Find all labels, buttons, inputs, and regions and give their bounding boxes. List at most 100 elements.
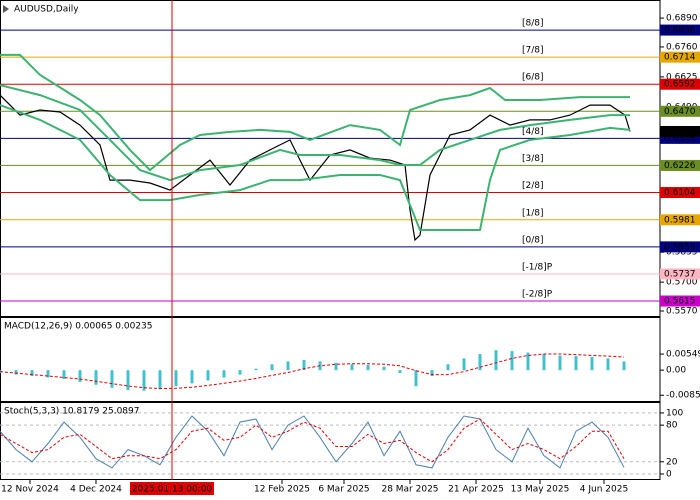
- crosshair-label: 2025.01.13 00:00: [132, 485, 213, 495]
- x-tick-label: 12 Feb 2025: [254, 485, 310, 495]
- macd-bar: [526, 352, 530, 371]
- level-name: [1/8]: [522, 208, 544, 218]
- level-price-box: [660, 159, 700, 171]
- macd-bar: [78, 370, 82, 382]
- panel-title: Stoch(5,3,3) 10.8179 25.0897: [4, 407, 139, 417]
- macd-bar: [350, 364, 354, 371]
- panel-frame: [0, 317, 661, 402]
- level-price: 0.5859: [664, 242, 696, 252]
- macd-bar: [446, 364, 450, 371]
- y-tick-label: 0.6625: [666, 72, 698, 82]
- macd-bar: [46, 370, 50, 378]
- level-name: [4/8]: [522, 127, 544, 137]
- level-name: [7/8]: [522, 46, 544, 56]
- x-tick-label: 28 Mar 2025: [381, 485, 438, 495]
- series-line: [0, 415, 625, 469]
- macd-bar: [382, 366, 386, 371]
- level-price-box: [660, 268, 700, 280]
- series-line: [0, 353, 625, 390]
- last-price: 0.6379: [664, 127, 696, 137]
- macd-bar: [398, 370, 402, 374]
- level-price: 0.5737: [664, 269, 696, 279]
- macd-bar: [254, 368, 258, 371]
- macd-bar: [622, 361, 626, 371]
- level-price: 0.6104: [664, 188, 696, 198]
- series-line: [0, 104, 631, 231]
- macd-bar: [190, 370, 194, 384]
- level-price: 0.6714: [664, 53, 696, 63]
- macd-bar: [286, 361, 290, 371]
- macd-bar: [206, 370, 210, 381]
- level-name: [-2/8]P: [522, 290, 553, 300]
- macd-bar: [174, 370, 178, 387]
- y-tick-label: 80: [666, 421, 678, 431]
- series-line: [0, 84, 630, 182]
- series-line: [0, 53, 630, 172]
- macd-bar: [30, 370, 34, 377]
- y-tick-label: 0.6760: [666, 42, 698, 52]
- macd-bar: [414, 370, 418, 387]
- y-tick-label: 0: [666, 469, 672, 479]
- macd-bar: [494, 350, 498, 371]
- macd-bar: [590, 356, 594, 371]
- crosshair-label-box: [130, 482, 214, 495]
- y-tick-label: 0.5700: [666, 278, 698, 288]
- macd-bar: [606, 358, 610, 371]
- level-price-box: [660, 24, 700, 36]
- level-price: 0.6348: [664, 134, 696, 144]
- level-price-box: [660, 187, 700, 199]
- series-line: [0, 94, 631, 242]
- macd-bar: [574, 356, 578, 371]
- panel-title: AUDUSD,Daily: [14, 5, 79, 15]
- macd-bar: [366, 364, 370, 371]
- title-icon: [3, 5, 9, 13]
- last-price-box: [660, 125, 700, 137]
- panel-frame: [0, 0, 661, 317]
- y-tick-label: 0.00: [666, 366, 686, 376]
- macd-bar: [238, 370, 242, 375]
- macd-bar: [302, 359, 306, 371]
- macd-bar: [62, 370, 66, 379]
- level-price: 0.5981: [664, 215, 696, 225]
- level-price: 0.5615: [664, 297, 696, 307]
- x-tick-label: 13 May 2025: [511, 485, 570, 495]
- y-tick-label: 0.5570: [666, 307, 698, 317]
- y-tick-label: -0.00856: [666, 391, 700, 401]
- panel-frame: [0, 402, 661, 480]
- level-price-box: [660, 132, 700, 144]
- x-tick-label: 4 Jun 2025: [580, 485, 628, 495]
- level-price-box: [660, 105, 700, 117]
- macd-bar: [94, 370, 98, 385]
- level-price-box: [660, 214, 700, 226]
- x-tick-label: 4 Dec 2024: [70, 485, 122, 495]
- x-tick-label: 21 Apr 2025: [448, 485, 504, 495]
- macd-bar: [142, 370, 146, 391]
- level-name: [6/8]: [522, 73, 544, 83]
- level-price-box: [660, 295, 700, 307]
- macd-bar: [110, 370, 114, 388]
- y-tick-label: 100: [666, 408, 683, 418]
- macd-bar: [430, 370, 434, 377]
- x-tick-label: 12 Nov 2024: [1, 485, 59, 495]
- level-name: [0/8]: [522, 235, 544, 245]
- macd-bar: [222, 370, 226, 378]
- y-tick-label: 0.6890: [666, 14, 698, 24]
- level-price-box: [660, 241, 700, 253]
- level-name: [-1/8]P: [522, 262, 553, 272]
- macd-bar: [158, 370, 162, 390]
- macd-bar: [126, 370, 130, 391]
- y-tick-label: 0.5835: [666, 248, 698, 258]
- y-tick-label: 0.00549: [666, 350, 700, 360]
- macd-bar: [510, 351, 514, 371]
- y-tick-label: 20: [666, 457, 678, 467]
- level-name: [8/8]: [522, 19, 544, 29]
- macd-bar: [462, 358, 466, 371]
- macd-bar: [334, 362, 338, 371]
- level-price: 0.6470: [664, 107, 696, 117]
- level-price-box: [660, 78, 700, 90]
- level-name: [3/8]: [522, 154, 544, 164]
- x-tick-label: 6 Mar 2025: [318, 485, 369, 495]
- macd-bar: [558, 355, 562, 371]
